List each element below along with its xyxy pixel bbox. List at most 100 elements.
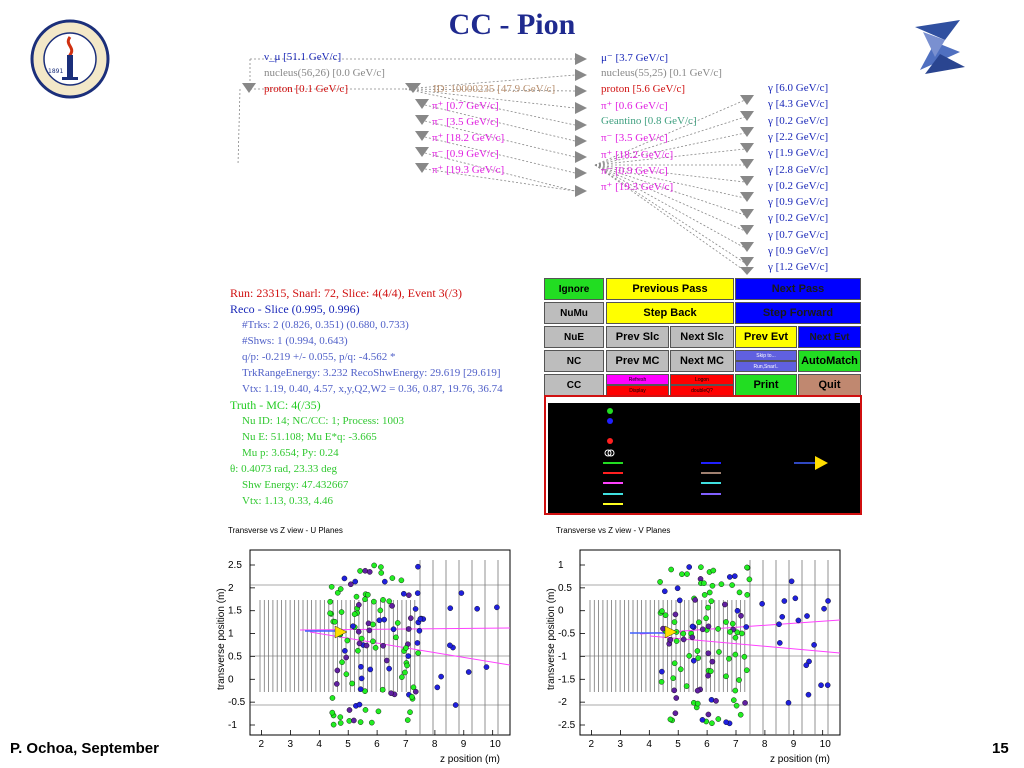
y-tick: 1.5 [228, 606, 242, 617]
x-tick: 9 [461, 739, 467, 750]
next-evt-button[interactable]: Next Evt [798, 326, 861, 348]
tree-node: π⁻ [0.9 GeV/c] [601, 165, 668, 177]
x-tick: 8 [762, 739, 768, 750]
tree-node: π⁺ [19.3 GeV/c] [432, 164, 505, 176]
y-tick: 1 [558, 560, 564, 571]
truth-line: Vtx: 1.13, 0.33, 4.46 [242, 495, 334, 507]
tree-node: π⁻ [3.5 GeV/c] [432, 116, 499, 128]
run-line: Run: 23315, Snarl: 72, Slice: 4(4/4), Ev… [230, 286, 462, 300]
logon-button[interactable]: Logon [670, 374, 734, 385]
y-tick-labels: 2.5 2 1.5 1 0.5 0 -0.5 -1 [228, 560, 246, 731]
x-tick: 2 [589, 739, 595, 750]
next-slc-button[interactable]: Next Slc [670, 326, 734, 348]
refresh-button[interactable]: Refresh [606, 374, 669, 385]
x-tick: 7 [733, 739, 739, 750]
y-tick: -0.5 [228, 697, 246, 708]
event-display-panel [544, 395, 862, 515]
photon-node: γ [2.2 GeV/c] [768, 130, 829, 143]
automatch-button[interactable]: AutoMatch [798, 350, 861, 372]
prev-slc-button[interactable]: Prev Slc [606, 326, 669, 348]
event-display-canvas [548, 403, 860, 513]
photon-node: γ [0.9 GeV/c] [768, 196, 829, 209]
x-tick: 2 [259, 739, 265, 750]
x-tick: 10 [820, 739, 832, 750]
skip-to-button[interactable]: Skip to... [735, 350, 797, 361]
nue-button[interactable]: NuE [544, 326, 604, 348]
y-tick: 1 [228, 629, 234, 640]
tree-node: Geantino [0.8 GeV/c] [601, 115, 697, 127]
cc-button[interactable]: CC [544, 374, 604, 396]
photon-node: γ [0.2 GeV/c] [768, 114, 829, 127]
ignore-button[interactable]: Ignore [544, 278, 604, 300]
x-tick: 5 [345, 739, 351, 750]
y-tick: -2.5 [558, 720, 576, 731]
photon-node: γ [2.8 GeV/c] [768, 163, 829, 176]
x-tick: 6 [374, 739, 380, 750]
hit-points [657, 564, 831, 727]
numu-button[interactable]: NuMu [544, 302, 604, 324]
tree-node: ν_μ [51.1 GeV/c] [264, 51, 342, 63]
x-tick: 4 [646, 739, 652, 750]
tree-node: π⁺ [0.7 GeV/c] [432, 100, 499, 112]
x-tick: 4 [316, 739, 322, 750]
y-tick: 0.5 [558, 583, 572, 594]
tree-node: μ⁻ [3.7 GeV/c] [601, 52, 668, 64]
caltech-seal-icon: 1891 [30, 19, 110, 99]
y-axis-label: transverse position (m) [546, 588, 557, 690]
footer-author: P. Ochoa, September [10, 740, 159, 757]
prev-mc-button[interactable]: Prev MC [606, 350, 669, 372]
photon-node: γ [1.2 GeV/c] [768, 261, 829, 274]
experiment-logo-icon [915, 20, 965, 74]
tree-node: π⁺ [18.2 GeV/c] [432, 132, 505, 144]
next-mc-button[interactable]: Next MC [670, 350, 734, 372]
x-tick: 3 [287, 739, 293, 750]
prev-evt-button[interactable]: Prev Evt [735, 326, 797, 348]
tree-node: nucleus(55,25) [0.1 GeV/c] [601, 67, 722, 79]
tree-node: π⁺ [0.6 GeV/c] [601, 100, 668, 112]
photon-node: γ [1.9 GeV/c] [768, 147, 829, 160]
truth-line: Mu p: 3.654; Py: 0.24 [242, 447, 339, 459]
y-tick: -0.5 [558, 629, 576, 640]
run-snarl-button[interactable]: Run,Snarl.. [735, 361, 797, 372]
reco-line: TrkRangeEnergy: 3.232 RecoShwEnergy: 29.… [242, 367, 501, 379]
step-forward-button[interactable]: Step Forward [735, 302, 861, 324]
truth-line: θ: 0.4073 rad, 23.33 deg [230, 463, 338, 475]
y-axis-label: transverse position (m) [216, 588, 227, 690]
truth-line: Nu ID: 14; NC/CC: 1; Process: 1003 [242, 415, 404, 427]
reco-line: #Shws: 1 (0.994, 0.643) [242, 335, 348, 347]
x-tick: 10 [490, 739, 502, 750]
slide-title: CC - Pion [448, 8, 576, 41]
x-tick: 8 [432, 739, 438, 750]
tree-node: proton [5.6 GeV/c] [601, 83, 686, 95]
y-tick: 2.5 [228, 560, 242, 571]
plot-v-title: Transverse vs Z view - V Planes [556, 526, 671, 535]
photon-node: γ [0.7 GeV/c] [768, 228, 829, 241]
y-tick: -1 [228, 720, 237, 731]
photon-node: γ [6.0 GeV/c] [768, 82, 829, 94]
previous-pass-button[interactable]: Previous Pass [606, 278, 734, 300]
tree-node: π⁺ [18.2 GeV/c] [601, 149, 674, 161]
x-tick: 6 [704, 739, 710, 750]
y-tick: 0 [228, 674, 234, 685]
x-tick: 9 [791, 739, 797, 750]
tree-node: nucleus(56,26) [0.0 GeV/c] [264, 67, 385, 79]
x-axis-label: z position (m) [440, 754, 500, 765]
truth-line: Shw Energy: 47.432667 [242, 479, 349, 491]
tree-node: ID: 10000235 [47.9 GeV/c] [433, 83, 556, 95]
reco-heading: Reco - Slice (0.995, 0.996) [230, 302, 360, 316]
step-back-button[interactable]: Step Back [606, 302, 734, 324]
y-tick: 0.5 [228, 651, 242, 662]
reco-line: #Trks: 2 (0.826, 0.351) (0.680, 0.733) [242, 319, 409, 331]
photon-node: γ [0.2 GeV/c] [768, 179, 829, 192]
x-tick: 5 [675, 739, 681, 750]
nc-button[interactable]: NC [544, 350, 604, 372]
quit-button[interactable]: Quit [798, 374, 861, 396]
hit-points [327, 562, 500, 728]
y-tick: -1.5 [558, 674, 576, 685]
y-tick: -1 [558, 651, 567, 662]
truth-heading: Truth - MC: 4(/35) [230, 398, 321, 412]
u-planes-plot: 2 3 4 5 6 7 8 9 10 2.5 2 1.5 1 0.5 0 -0.5 -1 z position… [216, 549, 511, 765]
print-button[interactable]: Print [735, 374, 797, 396]
event-info-panel: Run: 23315, Snarl: 72, Slice: 4(4/4), Ev… [230, 285, 530, 509]
next-pass-button[interactable]: Next Pass [735, 278, 861, 300]
